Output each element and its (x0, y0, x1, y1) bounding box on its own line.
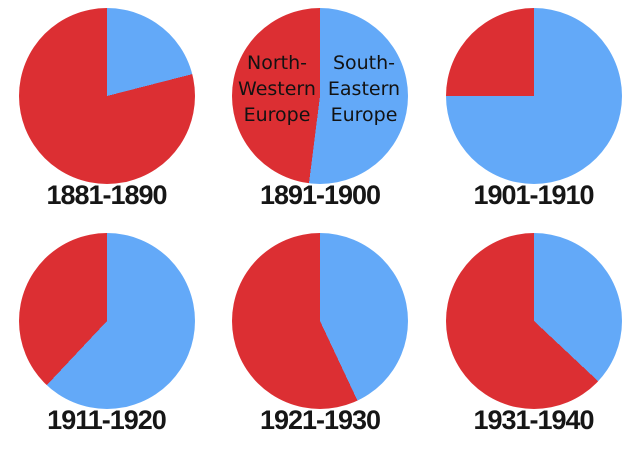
label-line: North- (247, 52, 307, 74)
decade-cell-1891-1900: North- Western Europe South- Eastern Eur… (213, 0, 427, 225)
decade-cell-1921-1930: 1921-1930 (213, 225, 427, 450)
pie-1911-1920 (18, 233, 195, 409)
label-line: South- (332, 52, 396, 74)
label-south-eastern-europe: South- Eastern Europe (320, 50, 408, 128)
decade-cell-1881-1890: 1881-1890 (0, 0, 213, 225)
label-line: Eastern (327, 78, 401, 100)
decade-cell-1911-1920: 1911-1920 (0, 225, 213, 450)
pie-1901-1910 (445, 8, 622, 184)
label-line: Europe (243, 104, 311, 126)
decade-label: 1891-1900 (259, 180, 381, 210)
decade-label: 1901-1910 (473, 180, 594, 210)
decade-cell-1901-1910: 1901-1910 (427, 0, 640, 225)
decade-label: 1921-1930 (259, 405, 381, 435)
pie-1931-1940 (445, 233, 622, 409)
decade-label: 1881-1890 (46, 180, 167, 210)
label-north-western-europe: North- Western Europe (233, 50, 321, 128)
label-line: Europe (330, 104, 398, 126)
pie-1921-1930 (232, 233, 408, 409)
decade-label: 1911-1920 (47, 405, 167, 435)
decade-cell-1931-1940: 1931-1940 (427, 225, 640, 450)
label-line: Western (238, 78, 316, 100)
pie-1881-1890 (18, 8, 195, 184)
pie-1891-1900: North- Western Europe South- Eastern Eur… (232, 8, 408, 184)
decade-label: 1931-1940 (473, 405, 594, 435)
